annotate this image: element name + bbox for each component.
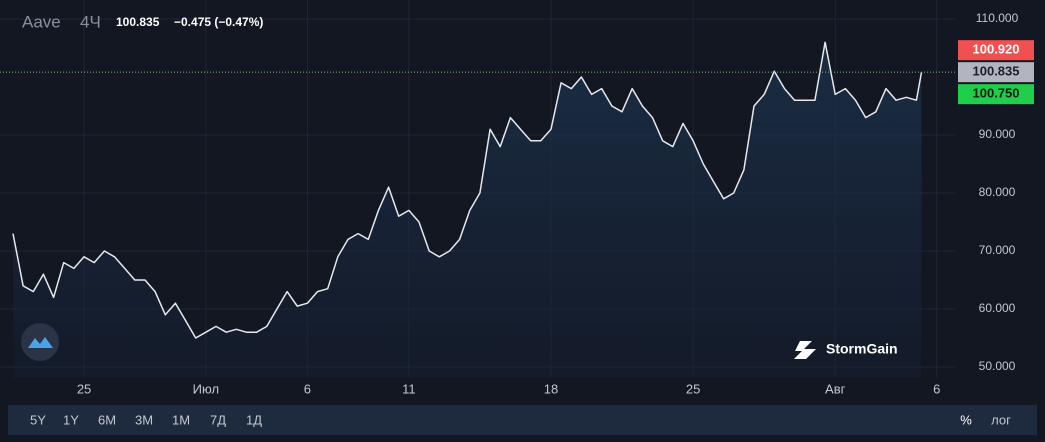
x-tick-label: 6 xyxy=(304,381,311,396)
percent-toggle[interactable]: % xyxy=(960,412,972,427)
range-button[interactable]: 1Д xyxy=(246,412,262,427)
toolbar xyxy=(8,405,1037,435)
logo-icon[interactable] xyxy=(21,323,59,361)
range-button[interactable]: 6M xyxy=(98,412,116,427)
log-toggle[interactable]: лог xyxy=(991,412,1011,427)
area xyxy=(13,42,922,378)
y-tick-label: 60.000 xyxy=(979,301,1016,315)
price-label-box xyxy=(958,40,1034,61)
price-label: 100.750 xyxy=(973,86,1020,101)
logo-circle[interactable] xyxy=(21,323,59,361)
range-button[interactable]: 1M xyxy=(172,412,190,427)
price: 100.835 xyxy=(116,15,160,29)
range-button[interactable]: 3M xyxy=(135,412,153,427)
brand-name: StormGain xyxy=(826,341,898,357)
logo-shape xyxy=(28,337,53,348)
x-tick-label: Авг xyxy=(825,381,846,396)
x-tick-label: 25 xyxy=(77,381,91,396)
symbol: Aave xyxy=(22,12,61,31)
interval: 4Ч xyxy=(80,12,101,31)
range-button[interactable]: 5Y xyxy=(30,412,46,427)
price-label: 100.835 xyxy=(973,64,1020,79)
range-button[interactable]: 1Y xyxy=(63,412,79,427)
x-tick-label: 11 xyxy=(402,381,416,396)
brand-icon xyxy=(794,341,816,359)
brand-logo: StormGain xyxy=(794,341,898,359)
change: −0.475 (−0.47%) xyxy=(174,15,263,29)
x-tick-label: Июл xyxy=(193,381,219,396)
y-tick-label: 80.000 xyxy=(979,185,1016,199)
y-tick-label: 70.000 xyxy=(979,243,1016,257)
x-tick-label: 6 xyxy=(933,381,940,396)
price-label: 100.920 xyxy=(973,42,1020,57)
x-tick-label: 25 xyxy=(686,381,700,396)
y-tick-label: 50.000 xyxy=(979,359,1016,373)
y-tick-label: 90.000 xyxy=(979,127,1016,141)
range-button[interactable]: 7Д xyxy=(210,412,226,427)
x-tick-label: 18 xyxy=(544,381,558,396)
price-label-box xyxy=(958,62,1034,83)
price-label-box xyxy=(958,84,1034,105)
y-tick-label: 110.000 xyxy=(976,11,1019,25)
price-line xyxy=(12,41,923,339)
